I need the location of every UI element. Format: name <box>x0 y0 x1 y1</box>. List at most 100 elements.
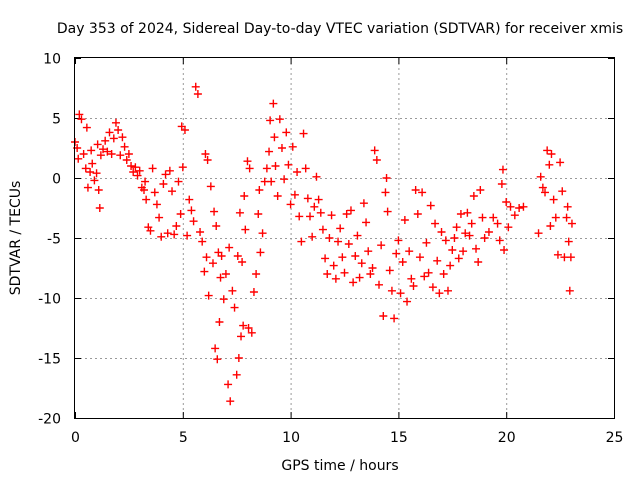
data-point <box>271 162 280 170</box>
data-point <box>81 164 90 173</box>
data-point <box>510 211 519 220</box>
data-point <box>504 223 513 232</box>
data-point <box>148 164 157 173</box>
data-point <box>254 210 263 218</box>
data-point <box>497 180 506 188</box>
data-point <box>200 267 209 276</box>
data-point <box>459 247 468 256</box>
data-point <box>176 210 185 218</box>
data-point <box>286 200 295 209</box>
data-point <box>157 232 166 241</box>
data-point <box>105 128 114 137</box>
data-point <box>338 253 347 262</box>
data-point <box>101 136 110 145</box>
data-points <box>71 82 576 406</box>
data-point <box>323 270 332 278</box>
data-point <box>308 232 317 241</box>
data-point <box>383 207 392 216</box>
data-point <box>238 258 247 266</box>
data-point <box>217 252 226 260</box>
data-point <box>546 222 555 230</box>
data-point <box>364 247 373 256</box>
data-point <box>377 241 386 250</box>
data-point <box>74 154 83 163</box>
x-axis-label: GPS time / hours <box>281 458 398 474</box>
data-point <box>493 219 502 228</box>
data-point <box>342 210 351 218</box>
data-point <box>452 223 461 232</box>
data-point <box>135 166 144 175</box>
data-point <box>366 270 375 278</box>
data-point <box>82 123 91 132</box>
data-point <box>170 230 179 239</box>
data-point <box>556 158 565 167</box>
y-tick-label: -5 <box>47 232 61 248</box>
data-point <box>553 250 562 259</box>
data-point <box>247 328 256 337</box>
data-point <box>129 168 138 176</box>
data-point <box>77 115 86 124</box>
data-point <box>202 253 211 262</box>
data-point <box>189 217 198 226</box>
data-point <box>109 134 118 143</box>
data-point <box>277 144 286 152</box>
data-point <box>394 236 403 245</box>
data-point <box>545 160 554 169</box>
data-point <box>196 228 205 236</box>
data-point <box>357 259 366 268</box>
data-point <box>96 151 105 160</box>
data-point <box>454 254 463 263</box>
data-point <box>245 164 254 173</box>
data-point <box>92 169 101 178</box>
data-point <box>240 192 249 200</box>
data-point <box>382 174 391 182</box>
data-point <box>87 146 96 155</box>
data-point <box>152 200 161 209</box>
data-point <box>198 237 207 246</box>
data-point <box>450 234 459 242</box>
data-point <box>368 264 377 272</box>
data-point <box>502 198 511 206</box>
data-point <box>551 213 560 222</box>
data-point <box>211 344 220 353</box>
data-point <box>400 216 409 224</box>
data-point <box>219 295 228 304</box>
data-point <box>437 228 446 236</box>
data-point <box>284 160 293 169</box>
y-axis-label: SDTVAR / TECUs <box>8 181 24 296</box>
data-point <box>474 258 483 266</box>
data-point <box>409 282 418 290</box>
data-point <box>150 188 159 197</box>
data-point <box>191 82 200 91</box>
data-point <box>185 195 194 204</box>
x-tick-label: 15 <box>390 430 408 446</box>
data-point <box>266 116 275 125</box>
data-point <box>262 164 271 173</box>
data-point <box>498 165 507 174</box>
chart-title: Day 353 of 2024, Sidereal Day-to-day VTE… <box>57 21 623 37</box>
data-point <box>269 99 278 108</box>
data-point <box>146 226 155 235</box>
data-point <box>372 156 381 164</box>
data-point <box>203 156 212 164</box>
data-point <box>165 166 174 175</box>
data-point <box>314 195 323 204</box>
data-point <box>212 222 221 230</box>
data-point <box>433 256 442 265</box>
data-point <box>83 183 92 192</box>
data-point <box>420 272 429 281</box>
data-point <box>318 225 327 234</box>
data-point <box>541 188 550 197</box>
data-point <box>567 219 576 228</box>
data-point <box>225 243 234 252</box>
data-point <box>295 212 304 221</box>
data-point <box>193 90 202 98</box>
data-point <box>349 278 358 287</box>
data-point <box>392 249 401 258</box>
data-point <box>379 312 388 320</box>
data-point <box>424 268 433 277</box>
data-point <box>275 115 284 124</box>
y-tick-label: -20 <box>38 412 61 428</box>
data-point <box>415 253 424 262</box>
